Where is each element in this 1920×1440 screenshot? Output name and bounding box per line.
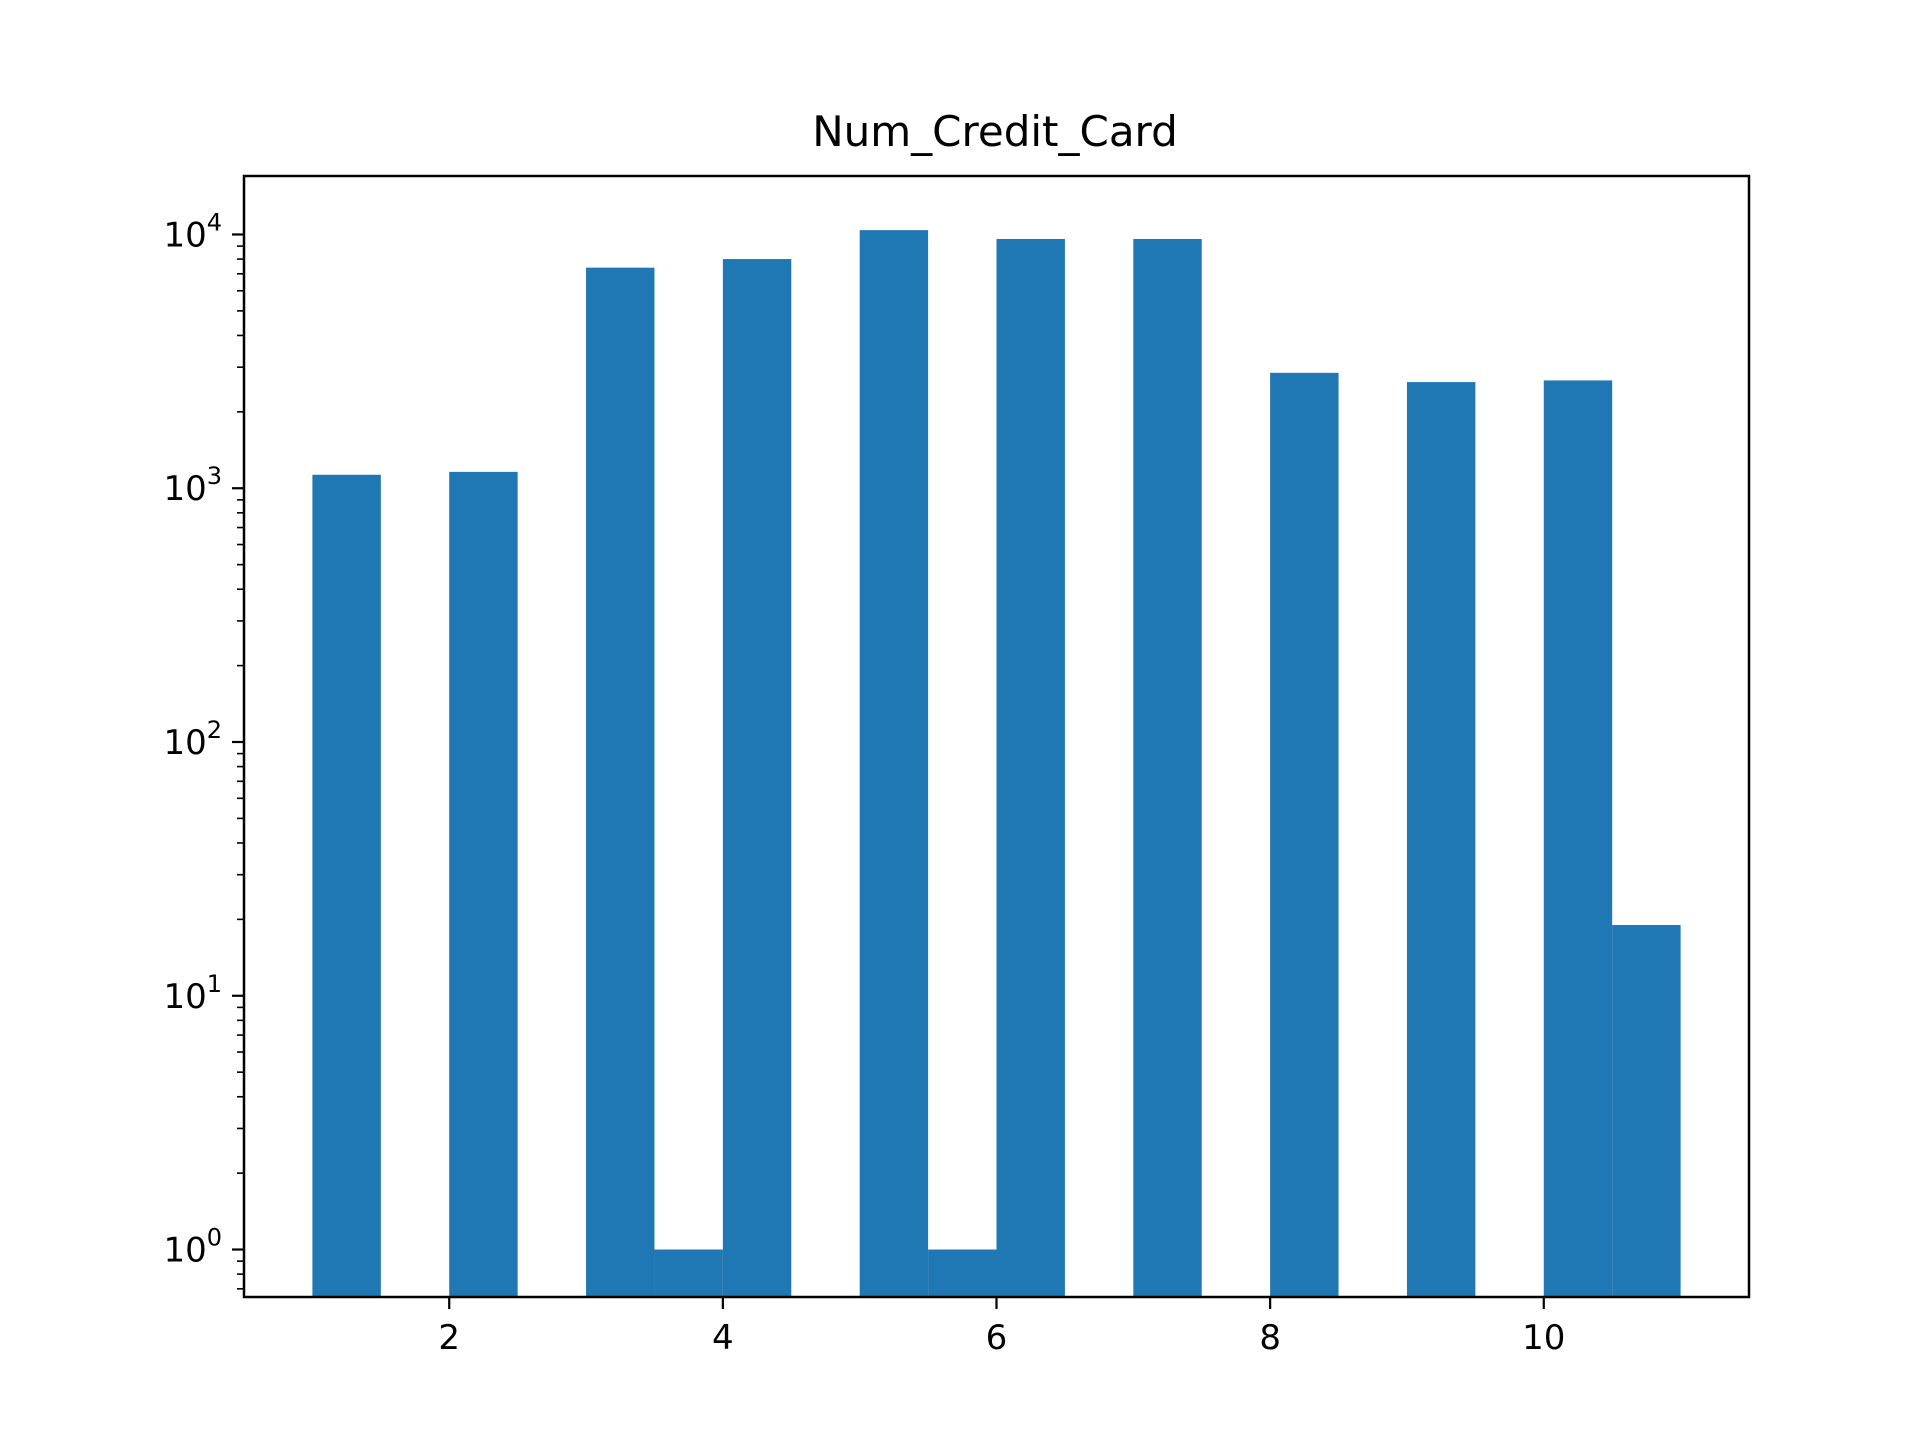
x-tick-label: 10 [1522, 1318, 1565, 1358]
x-tick-label: 8 [1259, 1318, 1281, 1358]
histogram-bar-2 [586, 267, 655, 1298]
x-axis: 2 4 6 8 10 [438, 1297, 1565, 1358]
y-tick-label: 103 [163, 462, 222, 509]
histogram-bar-10 [1406, 382, 1476, 1298]
histogram-bar-8 [1133, 238, 1202, 1298]
x-tick-label: 4 [712, 1318, 734, 1358]
histogram-bar-11 [1543, 380, 1613, 1297]
histogram-bar-1 [449, 471, 518, 1297]
histogram-bar-0 [312, 474, 381, 1297]
y-tick-label: 104 [163, 208, 222, 255]
bars-layer [312, 230, 1681, 1298]
plot-frame [242, 174, 1751, 1299]
histogram-bar-4 [722, 259, 792, 1298]
y-tick-label: 100 [163, 1224, 222, 1271]
histogram-bar-3 [654, 1249, 723, 1297]
histogram-bar-12 [1612, 925, 1681, 1297]
y-axis: 100 101 102 103 104 [163, 208, 244, 1290]
y-tick-label: 101 [163, 970, 222, 1017]
histogram-bar-9 [1270, 372, 1339, 1297]
chart-title: Num_Credit_Card [812, 107, 1178, 156]
histogram-bar-7 [996, 238, 1065, 1298]
y-tick-label: 102 [163, 716, 222, 763]
x-tick-label: 2 [438, 1318, 460, 1358]
histogram-bar-5 [859, 230, 929, 1298]
histogram-bar-6 [928, 1249, 997, 1297]
x-tick-label: 6 [986, 1318, 1008, 1358]
